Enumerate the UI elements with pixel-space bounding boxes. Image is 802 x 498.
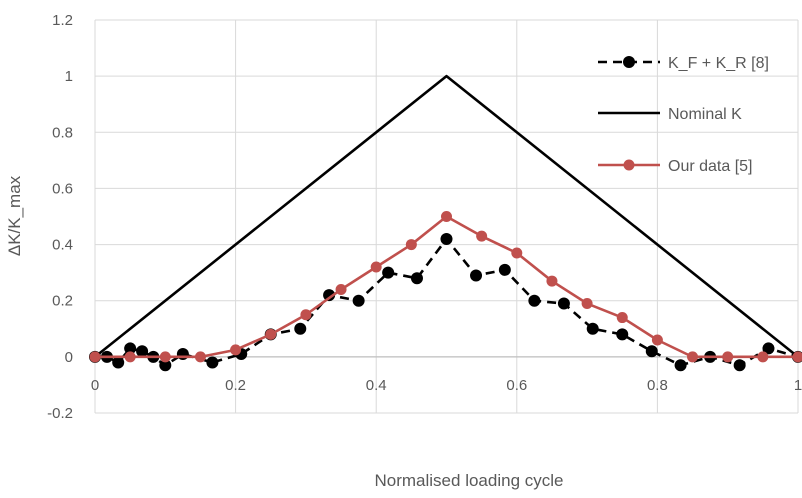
legend: K_F + K_R [8] Nominal K Our data [5] — [598, 55, 769, 175]
x-tick-label: 0 — [91, 377, 99, 394]
x-tick-label: 0.2 — [225, 377, 246, 394]
y-tick-label: 0.6 — [52, 180, 73, 197]
y-tick-label: -0.2 — [47, 405, 73, 422]
data-point — [371, 262, 382, 273]
data-point — [528, 295, 540, 307]
x-axis-title: Normalised loading cycle — [375, 471, 564, 490]
data-point — [300, 309, 311, 320]
data-point — [646, 345, 658, 357]
data-point — [160, 351, 171, 362]
x-tick-label: 0.8 — [647, 377, 668, 394]
y-tick-label: 0 — [65, 349, 73, 366]
data-point — [587, 323, 599, 335]
data-point — [177, 348, 189, 360]
x-tick-label: 0.4 — [366, 377, 387, 394]
data-point — [265, 329, 276, 340]
data-point — [499, 264, 511, 276]
x-tick-label: 0.6 — [506, 377, 527, 394]
y-axis-title: ΔK/K_max — [5, 175, 24, 256]
data-point — [470, 269, 482, 281]
data-point — [406, 239, 417, 250]
data-point — [353, 295, 365, 307]
data-point — [616, 328, 628, 340]
data-point — [546, 276, 557, 287]
legend-swatch-marker — [623, 56, 635, 68]
legend-item: Our data [5] — [598, 158, 753, 175]
data-point — [734, 359, 746, 371]
data-point — [722, 351, 733, 362]
data-point — [206, 356, 218, 368]
data-point — [441, 211, 452, 222]
y-tick-label: 1 — [65, 68, 73, 85]
data-point — [582, 298, 593, 309]
data-point — [411, 272, 423, 284]
series-line — [95, 239, 798, 365]
legend-label: Nominal K — [668, 106, 742, 123]
data-point — [476, 231, 487, 242]
y-tick-label: 0.8 — [52, 124, 73, 141]
data-point — [136, 345, 148, 357]
y-tick-label: 1.2 — [52, 12, 73, 29]
y-tick-label: 0.2 — [52, 293, 73, 310]
data-point — [675, 359, 687, 371]
legend-label: K_F + K_R [8] — [668, 55, 769, 72]
data-point — [441, 233, 453, 245]
data-point — [757, 351, 768, 362]
x-tick-label: 1 — [794, 377, 802, 394]
legend-item: Nominal K — [598, 106, 742, 123]
data-point — [652, 335, 663, 346]
y-tick-label: 0.4 — [52, 237, 73, 254]
data-point — [294, 323, 306, 335]
data-point — [336, 284, 347, 295]
data-point — [617, 312, 628, 323]
data-point — [90, 351, 101, 362]
data-point — [558, 298, 570, 310]
data-point — [112, 356, 124, 368]
data-point — [230, 344, 241, 355]
legend-label: Our data [5] — [668, 158, 753, 175]
data-point — [125, 351, 136, 362]
data-point — [511, 247, 522, 258]
data-point — [195, 351, 206, 362]
data-point — [687, 351, 698, 362]
legend-item: K_F + K_R [8] — [598, 55, 769, 72]
data-point — [382, 267, 394, 279]
series-kf-kr — [89, 233, 802, 371]
legend-swatch-marker — [624, 160, 635, 171]
